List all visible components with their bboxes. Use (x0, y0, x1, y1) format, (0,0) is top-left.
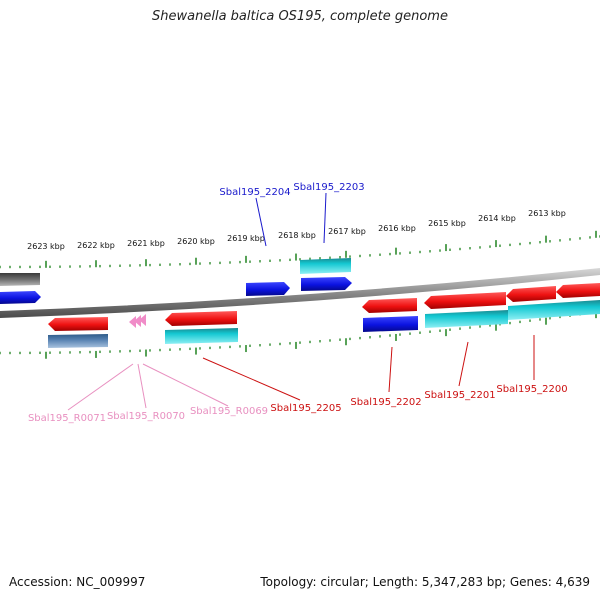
leader-line (202, 357, 301, 401)
trna-arrow-Sbal195_R0071[interactable] (129, 316, 136, 328)
tick-label: 2618 kbp (278, 231, 316, 240)
axis-tick-labels: 2623 kbp 2622 kbp 2621 kbp 2620 kbp 2619… (27, 209, 566, 251)
tick-label: 2622 kbp (77, 241, 115, 250)
pseudogene-bar[interactable] (48, 334, 108, 348)
tick-label: 2615 kbp (428, 219, 466, 228)
feature-label-Sbal195_R0071[interactable]: Sbal195_R0071 (28, 413, 106, 424)
paired-cds-bar[interactable] (165, 328, 238, 344)
tick-label: 2617 kbp (328, 227, 366, 236)
leader-line (255, 197, 267, 247)
map-title: Shewanella baltica OS195, complete genom… (152, 9, 448, 24)
cds-arrow-Sbal195_2201[interactable] (424, 292, 506, 309)
leader-line (137, 363, 147, 409)
cds-arrow-Sbal195_2200[interactable] (506, 286, 556, 302)
tick-label: 2614 kbp (478, 214, 516, 223)
cds-arrow[interactable] (0, 291, 41, 304)
accession-label: Accession: NC_009997 (9, 575, 146, 589)
paired-cds-bar[interactable] (300, 258, 351, 274)
feature-label-Sbal195_2203[interactable]: Sbal195_2203 (293, 182, 364, 193)
cds-bar[interactable] (363, 316, 418, 332)
leader-line (67, 363, 134, 411)
cds-arrow-Sbal195_2204[interactable] (246, 282, 290, 296)
feature-label-Sbal195_2202[interactable]: Sbal195_2202 (350, 397, 421, 408)
feature-label-Sbal195_R0070[interactable]: Sbal195_R0070 (107, 411, 185, 422)
leader-line (388, 346, 393, 393)
tick-label: 2620 kbp (177, 237, 215, 246)
paired-cds-bar[interactable] (508, 300, 600, 320)
cds-arrow-Sbal195_2203[interactable] (301, 277, 352, 291)
tick-label: 2616 kbp (378, 224, 416, 233)
cds-arrow-Sbal195_2205[interactable] (165, 311, 237, 326)
inner-tick-track (0, 310, 600, 359)
paired-cds-bar[interactable] (425, 310, 508, 328)
tick-label: 2621 kbp (127, 239, 165, 248)
gray-feature-arrow[interactable] (0, 273, 40, 286)
leader-line (142, 363, 229, 407)
feature-label-Sbal195_R0069[interactable]: Sbal195_R0069 (190, 406, 268, 417)
leader-line (323, 192, 327, 244)
tick-label: 2619 kbp (227, 234, 265, 243)
leader-line (458, 341, 469, 387)
plus-strand-features (0, 258, 352, 304)
trna-arrow-Sbal195_R0069[interactable] (139, 314, 146, 326)
feature-label-Sbal195_2200[interactable]: Sbal195_2200 (496, 384, 567, 395)
feature-label-Sbal195_2205[interactable]: Sbal195_2205 (270, 403, 341, 414)
cds-arrow-Sbal195_2202[interactable] (362, 298, 417, 313)
trna-arrow-Sbal195_R0070[interactable] (134, 315, 141, 327)
genome-summary: Topology: circular; Length: 5,347,283 bp… (260, 575, 590, 589)
minus-strand-features (48, 283, 600, 348)
feature-label-Sbal195_2201[interactable]: Sbal195_2201 (424, 390, 495, 401)
cds-arrow[interactable] (48, 317, 108, 331)
feature-labels: Sbal195_2204 Sbal195_2203 Sbal195_R0071 … (28, 182, 568, 424)
label-leader-lines (67, 192, 535, 411)
genome-backbone (0, 268, 600, 318)
tick-label: 2613 kbp (528, 209, 566, 218)
feature-label-Sbal195_2204[interactable]: Sbal195_2204 (219, 187, 290, 198)
tick-label: 2623 kbp (27, 242, 65, 251)
outer-tick-track (0, 230, 600, 269)
cds-arrow[interactable] (556, 283, 600, 298)
